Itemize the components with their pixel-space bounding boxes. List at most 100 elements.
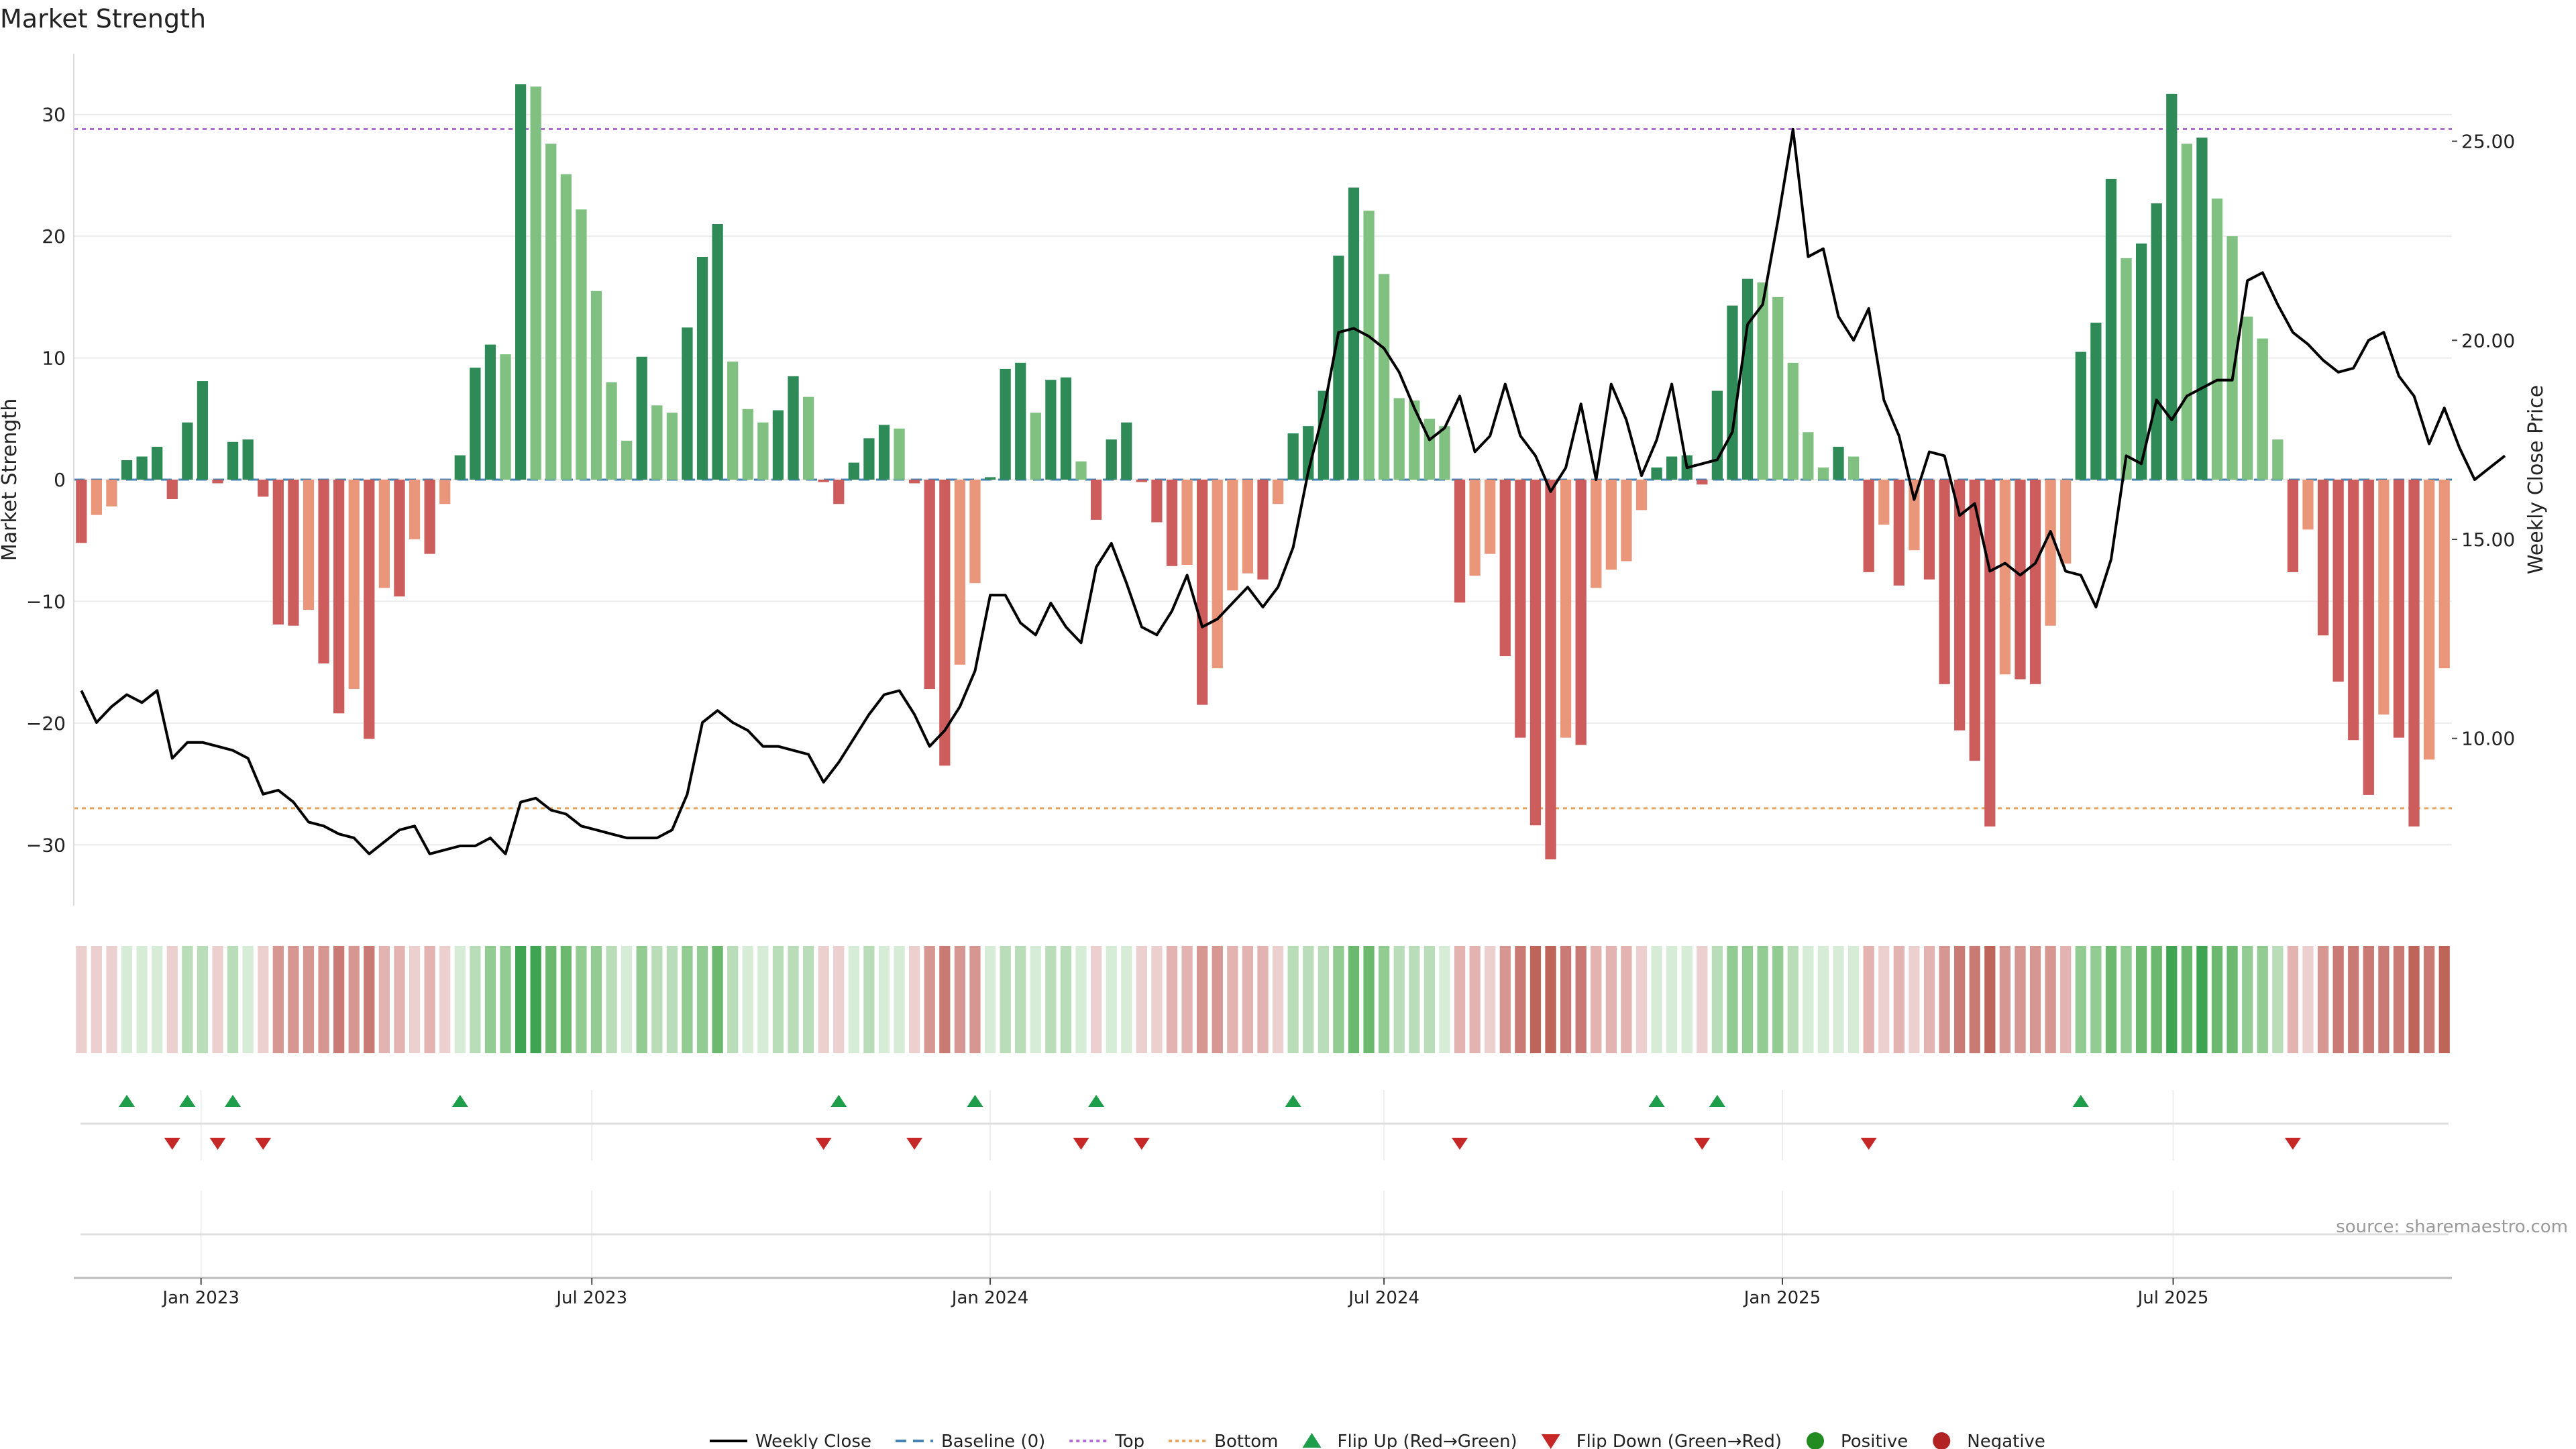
heat-cell — [2060, 946, 2072, 1053]
heat-cell — [2348, 946, 2359, 1053]
strength-bar — [500, 354, 511, 480]
heat-cell — [227, 946, 239, 1053]
strength-bar — [1409, 400, 1420, 480]
heat-cell — [2242, 946, 2253, 1053]
strength-bar — [1060, 377, 1072, 480]
strength-bar — [1015, 362, 1026, 480]
heat-cell — [939, 946, 951, 1053]
strength-bar — [848, 462, 859, 480]
strength-bar — [2378, 480, 2390, 715]
y-axis-label: Market Strength — [0, 398, 21, 561]
heat-cell — [424, 946, 435, 1053]
strength-bar — [1499, 480, 1511, 657]
heat-cell — [470, 946, 481, 1053]
flip-down-marker — [1860, 1138, 1877, 1150]
strength-bar — [1439, 426, 1450, 480]
flip-down-marker — [209, 1138, 226, 1150]
strength-bar — [1787, 362, 1799, 480]
heat-cell — [727, 946, 739, 1053]
strength-bar — [212, 480, 223, 484]
strength-bar — [1287, 433, 1299, 480]
flip-up-marker — [1285, 1095, 1301, 1107]
heat-cell — [1787, 946, 1799, 1053]
strength-bar — [1515, 480, 1526, 738]
heat-cell — [2211, 946, 2223, 1053]
heat-cell — [515, 946, 527, 1053]
heat-cell — [772, 946, 784, 1053]
heat-cell — [1939, 946, 1950, 1053]
heat-cell — [2272, 946, 2284, 1053]
heat-cell — [636, 946, 647, 1053]
heat-cell — [2378, 946, 2390, 1053]
heat-cell — [1499, 946, 1511, 1053]
strength-bar — [2121, 258, 2132, 480]
heat-cell — [2408, 946, 2420, 1053]
strength-bars — [76, 84, 2450, 860]
heat-cell — [1424, 946, 1436, 1053]
heat-cell — [530, 946, 541, 1053]
heat-cell — [878, 946, 890, 1053]
strength-bar — [318, 480, 329, 663]
heat-cell — [258, 946, 269, 1053]
strength-bar — [818, 480, 829, 482]
strength-bar — [1984, 480, 1996, 827]
heat-cell — [1772, 946, 1784, 1053]
strength-bar — [1605, 480, 1617, 570]
heat-cell — [454, 946, 466, 1053]
heat-cell — [272, 946, 284, 1053]
heat-cell — [2257, 946, 2268, 1053]
strength-bar — [530, 86, 541, 480]
weekly-close-path — [80, 127, 2506, 855]
strength-bar — [802, 396, 814, 480]
legend-swatch-negative — [1933, 1432, 1951, 1449]
x-tick-label: Jul 2024 — [1347, 1288, 1419, 1308]
strength-bar — [348, 480, 360, 690]
strength-bar — [954, 480, 966, 665]
heat-cell — [1015, 946, 1026, 1053]
strength-bar — [2060, 480, 2072, 564]
heat-cell — [152, 946, 163, 1053]
strength-heat-strip — [76, 946, 2450, 1053]
heat-cell — [1090, 946, 1102, 1053]
strength-bar — [197, 381, 209, 480]
y-tick-label: 0 — [54, 469, 66, 491]
strength-bar — [378, 480, 390, 588]
flip-up-marker — [830, 1095, 847, 1107]
heat-cell — [1379, 946, 1390, 1053]
strength-bar — [1923, 480, 1935, 580]
strength-bar — [2393, 480, 2405, 738]
heat-cell — [2181, 946, 2192, 1053]
strength-bar — [2348, 480, 2359, 741]
heat-cell — [182, 946, 193, 1053]
strength-bar — [984, 477, 996, 480]
heat-cell — [969, 946, 981, 1053]
strength-bar — [1363, 211, 1375, 480]
heat-cell — [984, 946, 996, 1053]
y-tick-label: 30 — [42, 104, 66, 126]
heat-cell — [1348, 946, 1360, 1053]
strength-bar — [727, 362, 739, 480]
strength-bar — [364, 480, 375, 739]
strength-bar — [2135, 244, 2147, 480]
heat-cell — [818, 946, 829, 1053]
strength-bar — [863, 438, 875, 480]
y2-axis-label: Weekly Close Price — [2524, 385, 2548, 574]
heat-cell — [1878, 946, 1890, 1053]
strength-bar — [2424, 480, 2435, 760]
heat-cell — [863, 946, 875, 1053]
strength-bar — [1469, 480, 1481, 576]
heat-cell — [1863, 946, 1874, 1053]
weekly-close-line — [80, 127, 2506, 855]
strength-bar — [1212, 480, 1223, 669]
heat-cell — [954, 946, 966, 1053]
strength-bar — [1393, 398, 1405, 480]
strength-bar — [1136, 480, 1147, 482]
strength-bar — [136, 456, 148, 480]
heat-cell — [76, 946, 87, 1053]
heat-cell — [2135, 946, 2147, 1053]
heat-cell — [106, 946, 117, 1053]
strength-bar — [91, 480, 102, 515]
legend-swatch-flip-up — [1302, 1433, 1322, 1448]
strength-bar — [1121, 422, 1132, 480]
flip-up-marker — [225, 1095, 241, 1107]
